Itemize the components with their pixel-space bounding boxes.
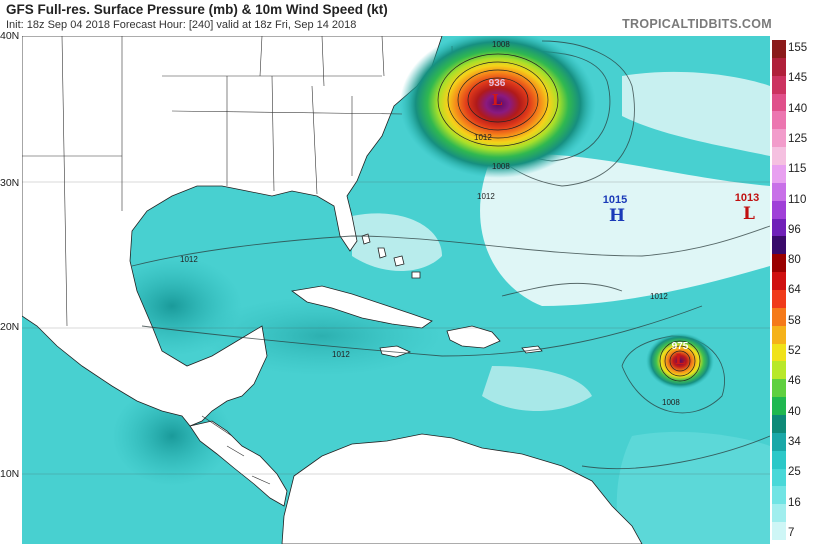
colorbar-segment — [772, 218, 786, 237]
low-pressure-marker-east: L — [743, 204, 755, 224]
colorbar-segment — [772, 343, 786, 362]
colorbar-segment — [772, 165, 786, 184]
land-masses — [22, 36, 643, 544]
colorbar-segment — [772, 182, 786, 202]
high-pressure-value: 1015 — [602, 194, 628, 206]
hurricane-north-isobars — [437, 53, 559, 147]
colorbar-tick-label: 7 — [788, 526, 795, 539]
hurricane-north-pressure: 936 — [488, 78, 506, 89]
isobar-label: 1012 — [650, 292, 668, 301]
colorbar-tick-label: 155 — [788, 42, 808, 54]
isobar-label: 1012 — [180, 255, 198, 264]
bahamas — [361, 233, 421, 279]
colorbar-tick-label: 34 — [788, 435, 801, 448]
map-title: GFS Full-res. Surface Pressure (mb) & 10… — [6, 2, 388, 17]
brand-label: TROPICALTIDBITS.COM — [622, 17, 772, 31]
north-america — [22, 36, 443, 427]
colorbar-segment — [772, 486, 786, 505]
jamaica — [379, 345, 412, 358]
forecast-subtitle: Init: 18z Sep 04 2018 Forecast Hour: [24… — [6, 19, 357, 31]
colorbar-segment — [772, 379, 786, 398]
hurricane-south-pressure: 975 — [671, 341, 689, 352]
colorbar-segment — [772, 361, 786, 380]
colorbar-segment — [772, 111, 786, 130]
colorbar-segment — [772, 325, 786, 345]
high-pressure-marker: H — [608, 206, 626, 226]
colorbar-segment — [772, 254, 786, 273]
colorbar-segment — [772, 272, 786, 291]
colorbar-tick-label: 25 — [788, 466, 801, 479]
calm-area-bahamas — [352, 213, 442, 271]
isobar-label: 1008 — [492, 162, 510, 171]
colorbar-segment — [772, 307, 786, 327]
colorbar-tick-label: 115 — [788, 163, 807, 176]
calm-area-north-atlantic — [622, 71, 770, 156]
calm-area-central-atlantic — [480, 153, 770, 306]
colorbar-segment — [772, 75, 786, 95]
colorbar-segment — [772, 432, 786, 452]
colorbar-tick-label: 110 — [788, 193, 807, 206]
colorbar-tick-label: 16 — [788, 496, 801, 509]
isobar-label: 1008 — [662, 398, 680, 407]
lat-label-40n: 40N — [0, 30, 20, 42]
isobars — [131, 40, 770, 470]
low-pressure-value-east: 1013 — [734, 192, 760, 204]
isobar-label: 1012 — [332, 350, 350, 359]
hurricane-north-low-marker: L — [491, 91, 503, 109]
colorbar-tick-label: 46 — [788, 375, 801, 388]
colorbar-segment — [772, 200, 786, 220]
hurricane-south-wind-field — [646, 333, 714, 389]
colorbar-segment — [772, 129, 786, 148]
map-panel[interactable]: 1012 1012 1012 1008 1008 1012 1008 1012 … — [22, 36, 770, 544]
hurricane-south-isobars — [659, 340, 701, 382]
hurricane-south-low-marker: L — [675, 352, 685, 368]
wind-area-south-atlantic — [616, 431, 770, 544]
colorbar-segment — [772, 415, 786, 434]
colorbar-tick-label: 140 — [788, 102, 808, 115]
colorbar-tick-label: 145 — [788, 72, 808, 85]
cuba — [290, 285, 433, 329]
colorbar-segment — [772, 522, 786, 541]
map-header: GFS Full-res. Surface Pressure (mb) & 10… — [0, 0, 818, 36]
isobar-label: 1008 — [492, 40, 510, 49]
colorbar-tick-label: 80 — [788, 254, 801, 267]
colorbar-tick-label: 96 — [788, 223, 801, 236]
lat-label-10n: 10N — [0, 468, 20, 480]
colorbar-segment — [772, 93, 786, 112]
colorbar-segment — [772, 40, 786, 59]
colorbar-segment — [772, 290, 786, 309]
hispaniola — [446, 325, 501, 349]
colorbar-tick-label: 125 — [788, 132, 808, 145]
state-borders — [22, 36, 403, 485]
colorbar-segment — [772, 57, 786, 77]
colorbar-segment — [772, 397, 786, 416]
colorbar-tick-label: 40 — [788, 405, 801, 418]
colorbar-segment — [772, 468, 786, 487]
colorbar-segment — [772, 147, 786, 166]
wind-pressure-map — [22, 36, 770, 544]
colorbar-segment — [772, 504, 786, 523]
isobar-label: 1012 — [474, 133, 492, 142]
lat-label-30n: 30N — [0, 177, 20, 189]
colorbar-tick-label: 58 — [788, 314, 801, 327]
central-america — [189, 420, 288, 507]
hurricane-north-wind-field — [400, 36, 596, 178]
colorbar-tick-label: 64 — [788, 284, 801, 297]
colorbar-tick-label: 52 — [788, 345, 801, 358]
south-america — [281, 433, 643, 544]
colorbar-segment — [772, 450, 786, 470]
wind-speed-colorbar: 155 145 140 125 115 110 96 80 64 58 52 46 40 34 25 16 7 — [770, 36, 818, 544]
isobar-label: 1012 — [477, 192, 495, 201]
calm-area-caribbean — [482, 366, 592, 411]
grid-lines — [22, 181, 770, 475]
colorbar-segment — [772, 236, 786, 255]
lat-label-20n: 20N — [0, 321, 20, 333]
